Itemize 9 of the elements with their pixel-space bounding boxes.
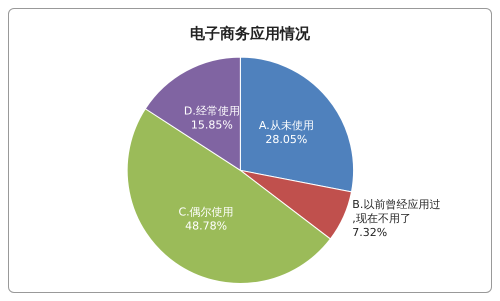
slice-label: A.从未使用 [258,118,314,132]
slice-label: C.偶尔使用 [178,206,234,219]
data-label: 28.05% [265,132,308,146]
slice-label: D.经常使用 [184,104,240,118]
slice-label: B.以前曾经应用过,现在不用了 [352,198,440,225]
data-label: 15.85% [190,118,233,132]
data-label: 7.32% [352,226,388,239]
data-label: 48.78% [185,220,228,233]
chart-title: 电子商务应用情况 [190,24,311,42]
